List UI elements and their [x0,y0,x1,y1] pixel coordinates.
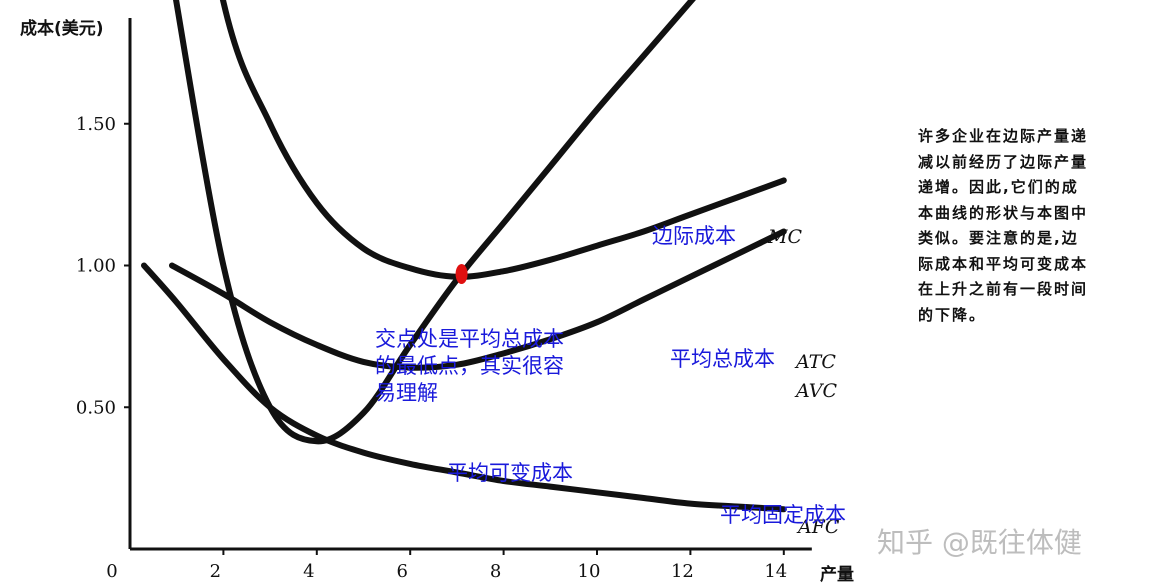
annotation-line-3: 易理解 [375,381,438,405]
x-tick-label: 4 [303,561,314,582]
x-tick-label: 12 [671,561,694,582]
annotation-line-2: 的最低点，其实很容 [375,354,564,378]
curve-atc [219,0,787,280]
axis-ticks: 0.501.001.502.002.503.0002468101214 [76,114,787,582]
x-axis-title: 产量 [820,564,854,585]
y-axis-title: 成本(美元) [20,18,104,39]
y-tick-label: 1.50 [76,114,116,135]
side-note-line: 递增。因此,它们的成 [918,178,1079,196]
series-label-cn-mc: 边际成本 [652,224,736,248]
curve-mc [173,0,696,445]
series-label-mc: MC [767,226,802,248]
x-tick-label: 8 [490,561,501,582]
curve-avc [169,228,787,371]
cost-curves [141,0,787,513]
x-tick-label: 0 [106,561,117,582]
x-tick-label: 14 [764,561,787,582]
curve-afc [141,262,787,513]
series-label-afc: AFC [796,516,840,538]
x-tick-label: 10 [578,561,601,582]
x-tick-label: 2 [210,561,221,582]
series-label-avc: AVC [794,380,837,402]
y-tick-label: 0.50 [76,397,116,418]
watermark: 知乎 @既往体健 [877,526,1082,559]
side-note-line: 本曲线的形状与本图中 [918,203,1089,222]
series-label-cn-atc: 平均总成本 [670,347,775,371]
x-tick-label: 6 [396,561,407,582]
series-label-cn-avc: 平均可变成本 [447,461,573,485]
min-point-marker [455,264,468,285]
series-label-atc: ATC [794,351,836,373]
y-tick-label: 1.00 [76,256,116,277]
side-note-line: 在上升之前有一段时间 [918,280,1089,298]
side-note-line: 际成本和平均可变成本 [918,254,1089,273]
side-note: 许多企业在边际产量递 减以前经历了边际产量 递增。因此,它们的成 本曲线的形状与… [918,124,1118,328]
side-note-line: 类似。要注意的是,边 [918,229,1079,247]
side-note-line: 的下降。 [918,305,987,324]
series-label-cn-afc: 平均固定成本 [720,503,846,527]
side-note-line: 减以前经历了边际产量 [918,152,1089,171]
side-note-line: 许多企业在边际产量递 [918,127,1089,145]
annotation-line-1: 交点处是平均总成本 [375,327,564,351]
